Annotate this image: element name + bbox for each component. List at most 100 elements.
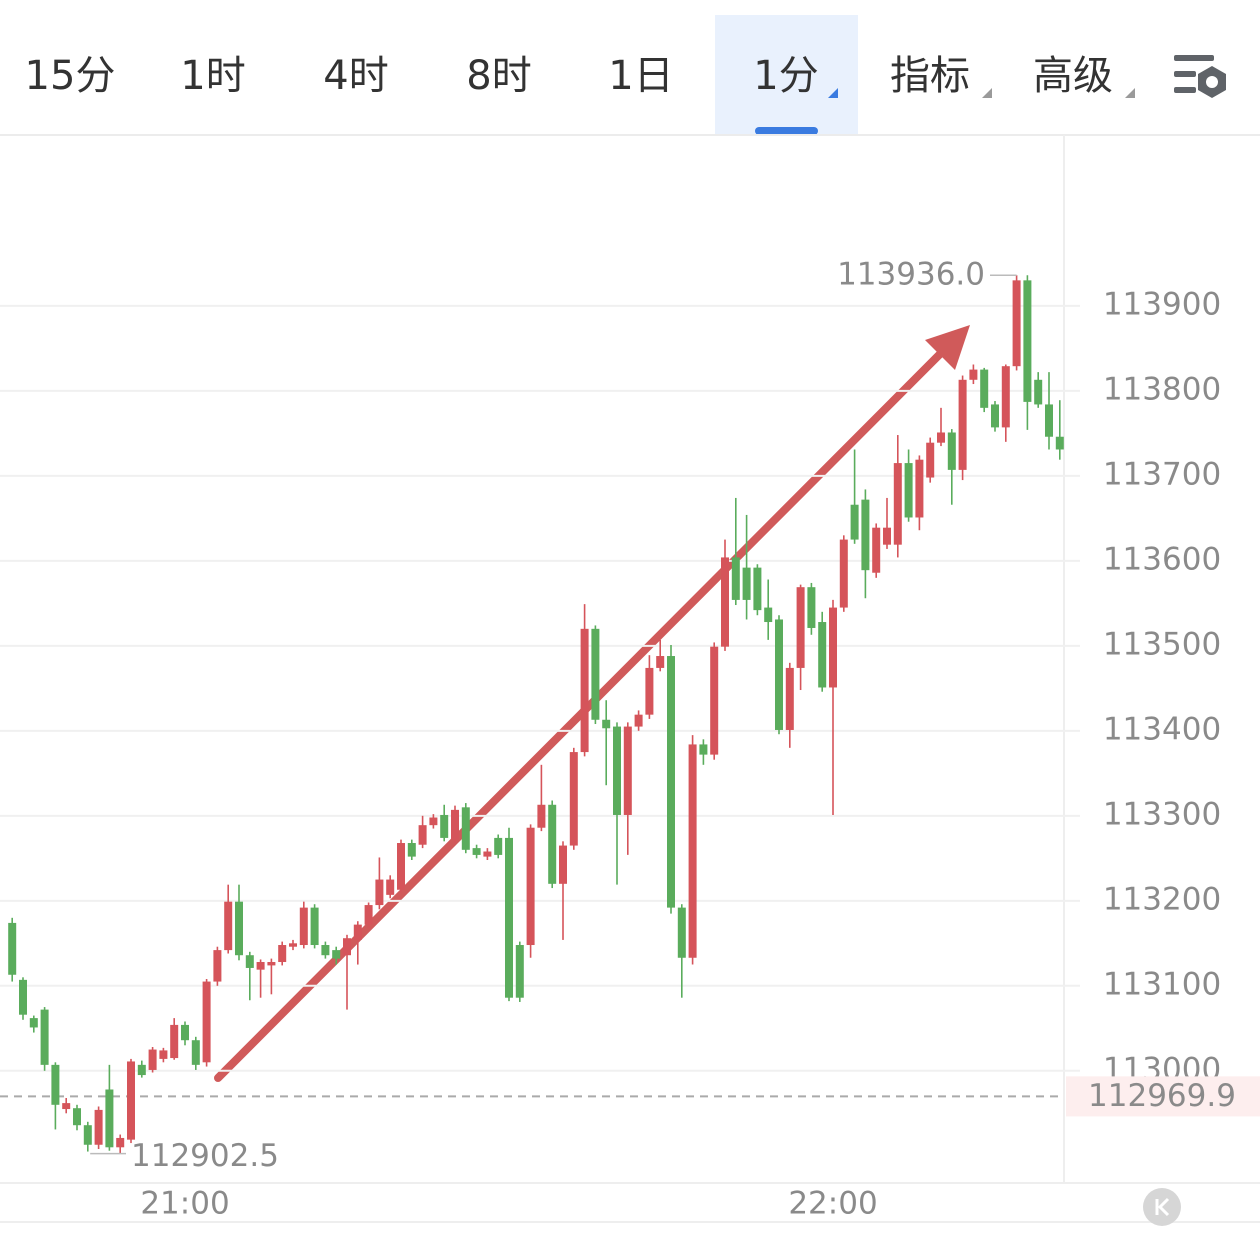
y-tick-label: 113400 (1103, 711, 1221, 747)
candle-body (526, 827, 535, 946)
dropdown-mark (828, 88, 838, 98)
candle-body (386, 879, 395, 895)
candle-body (343, 938, 351, 956)
candle-body (353, 924, 362, 940)
active-tab-indicator (755, 127, 818, 135)
candle-body (116, 1137, 125, 1148)
x-tick-label: 22:00 (788, 1186, 877, 1222)
candle-body (559, 845, 567, 884)
candle-body (245, 955, 254, 968)
candle-body (461, 807, 470, 850)
candle-body (602, 719, 611, 729)
candle-body (548, 804, 557, 884)
y-tick-label: 113100 (1103, 966, 1221, 1002)
candle-body (796, 587, 805, 668)
candle-body (839, 539, 848, 608)
candle-body (137, 1064, 146, 1076)
tab[interactable]: 15分 (25, 53, 116, 99)
y-tick-label: 113300 (1103, 796, 1221, 832)
candle-body (483, 851, 492, 857)
candle-body (73, 1108, 81, 1126)
candle-body (591, 628, 600, 720)
candle-body (893, 463, 902, 545)
candle-body (710, 646, 719, 755)
settings-icon[interactable] (1174, 55, 1226, 98)
candle-body (818, 622, 827, 688)
candle-body (537, 804, 546, 828)
tab[interactable]: 8时 (466, 53, 531, 99)
y-tick-label: 113800 (1103, 371, 1221, 407)
dropdown-mark (1125, 88, 1135, 98)
candle-body (224, 901, 233, 951)
candle-body (1012, 280, 1021, 367)
candle-body (278, 945, 287, 963)
candle-body (105, 1089, 114, 1148)
candle-body (850, 504, 859, 540)
candle-body (191, 1040, 200, 1065)
candle-body (289, 943, 297, 947)
candle-body (688, 744, 697, 958)
tab[interactable]: 1日 (608, 53, 673, 99)
candle-body (321, 945, 330, 956)
candle-body (181, 1024, 189, 1041)
candle-body (397, 843, 405, 890)
candle-body (1023, 280, 1032, 402)
candle-body (170, 1024, 179, 1059)
candle-body (861, 499, 870, 571)
scroll-button[interactable] (1143, 1188, 1181, 1226)
tab[interactable]: 1分 (753, 53, 818, 99)
candle-body (202, 981, 211, 1063)
tab[interactable]: 1时 (180, 53, 245, 99)
candle-body (742, 567, 751, 600)
candle-body (872, 527, 881, 573)
candle-body (947, 432, 956, 470)
candle-body (256, 962, 265, 970)
tab[interactable]: 高级 (1033, 53, 1113, 99)
candle-body (613, 726, 621, 815)
price-label: 112969.9 (1088, 1078, 1236, 1114)
candle-body (1001, 366, 1010, 428)
candle-body (569, 752, 578, 846)
candle-body (29, 1018, 38, 1028)
candle-body (505, 837, 513, 998)
candle-body (937, 432, 945, 443)
candle-body (451, 809, 459, 840)
candle-body (623, 726, 632, 815)
candle-body (429, 817, 438, 826)
candle-body (310, 907, 319, 946)
plot (0, 135, 1260, 1223)
x-tick-label: 21:00 (140, 1186, 229, 1222)
high-label: 113936.0 (837, 257, 985, 293)
chart: 1130001131001132001133001134001135001136… (0, 257, 1260, 1222)
candle-body (634, 714, 643, 727)
candle-body (656, 656, 665, 668)
candle-body (418, 825, 427, 845)
candle-body (731, 557, 740, 600)
candle-body (1045, 404, 1053, 437)
low-label: 112902.5 (131, 1138, 279, 1174)
candle-body (926, 442, 935, 478)
tab[interactable]: 4时 (323, 53, 388, 99)
candle-body (235, 901, 243, 956)
y-tick-label: 113900 (1103, 286, 1221, 322)
candle-body (753, 567, 762, 611)
candle-body (515, 945, 524, 998)
candle-body (829, 607, 837, 688)
active-tab-bg (715, 15, 858, 135)
y-tick-label: 113700 (1103, 456, 1221, 492)
candle-body (775, 619, 783, 730)
toolbar: 15分 1时 4时 8时 1日 1分 指标 高级 (0, 15, 1260, 136)
candle-body (915, 459, 924, 518)
candle-body (969, 369, 978, 380)
candle-body (299, 907, 308, 946)
candle-body (213, 950, 222, 982)
dropdown-mark (982, 88, 992, 98)
candle-body (667, 656, 675, 908)
candle-body (83, 1125, 92, 1145)
candle-body (807, 587, 816, 628)
tab[interactable]: 指标 (890, 53, 970, 99)
candle-body (645, 667, 654, 715)
price-tag (1066, 1076, 1260, 1117)
